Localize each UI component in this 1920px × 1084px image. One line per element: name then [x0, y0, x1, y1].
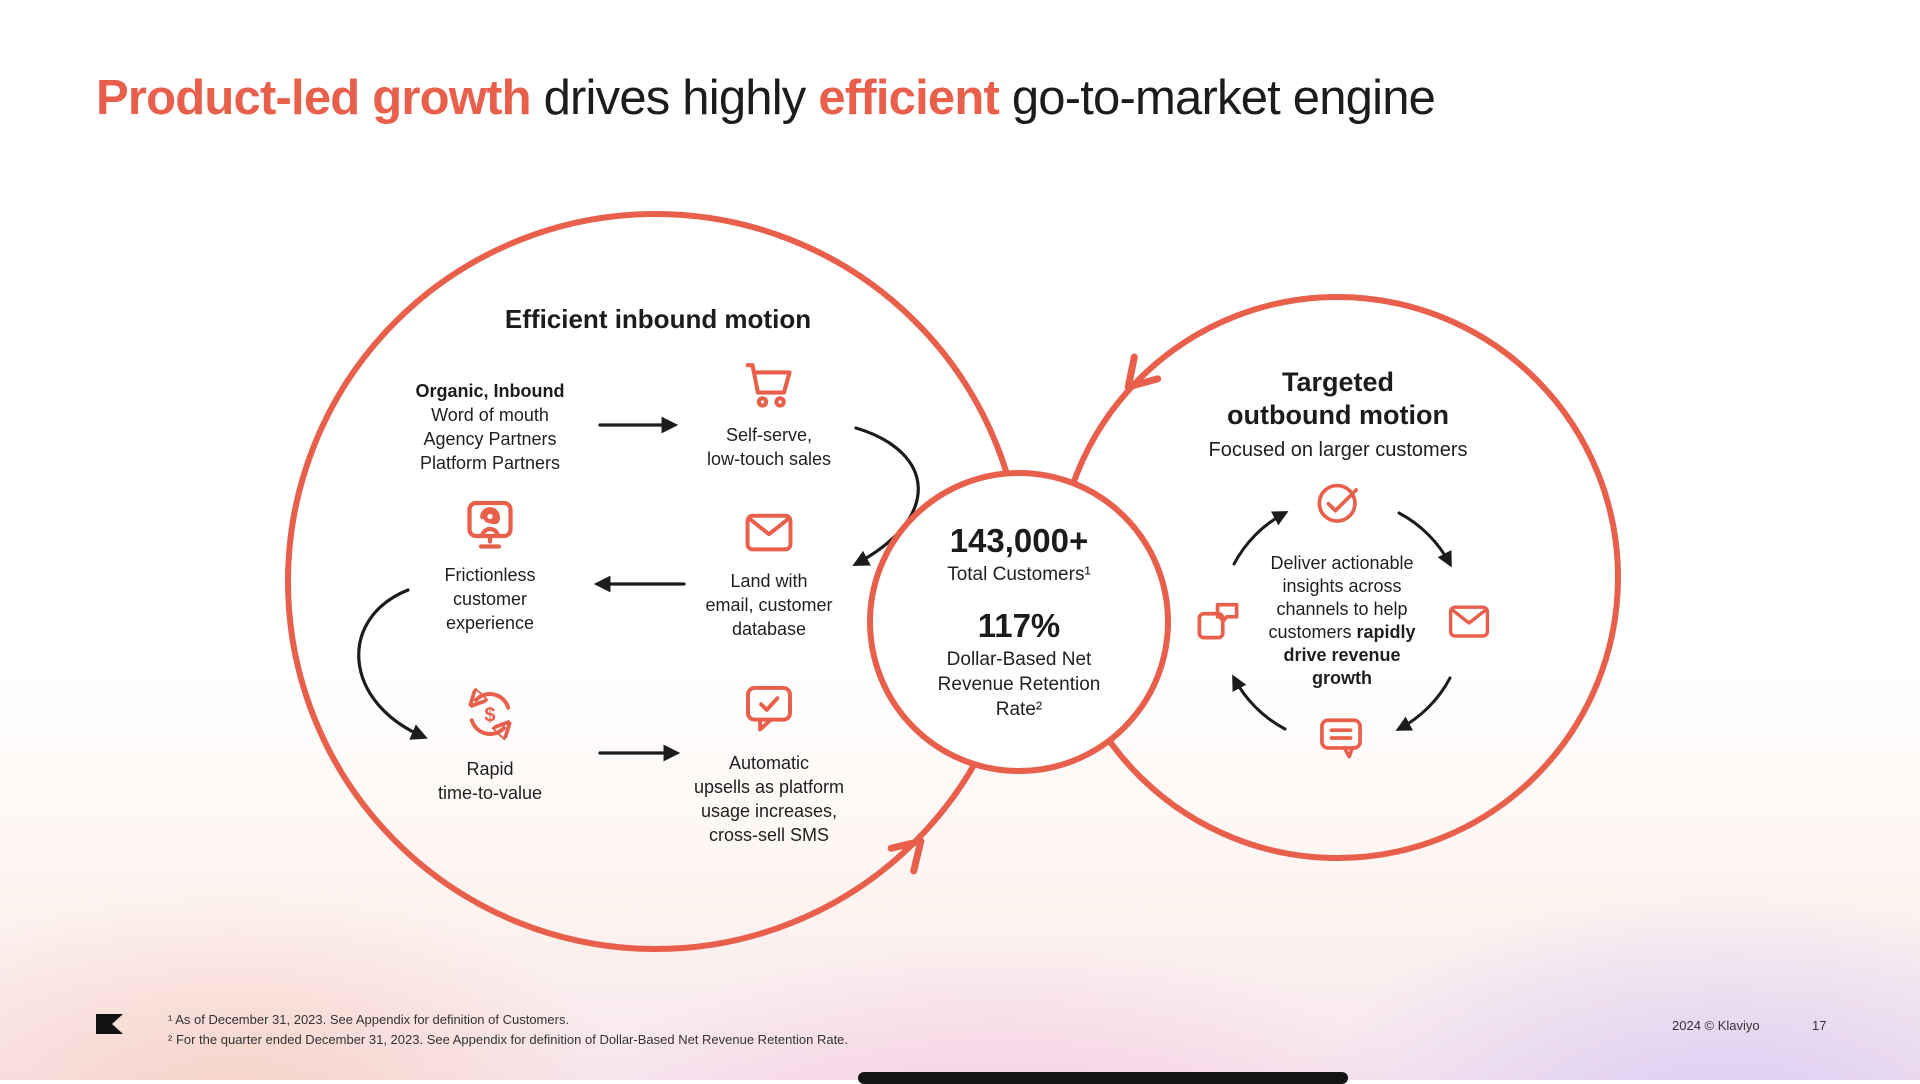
shopping-cart-icon	[659, 357, 879, 415]
outbound-title: Targeted outbound motion	[1178, 366, 1498, 432]
footnote-2: ² For the quarter ended December 31, 202…	[168, 1030, 848, 1050]
customers-label: Total Customers¹	[947, 563, 1091, 588]
footnotes: ¹ As of December 31, 2023. See Appendix …	[168, 1010, 848, 1049]
self-serve-label: Self-serve, low-touch sales	[659, 424, 879, 472]
land-label: Land with email, customer database	[659, 570, 879, 642]
title-text-2: go-to-market engine	[999, 71, 1435, 125]
outbound-body-text: Deliver actionable insights across chann…	[1234, 552, 1450, 690]
check-circle-icon	[1312, 476, 1364, 533]
self-serve-node: Self-serve, low-touch sales	[659, 357, 879, 472]
upsell-node: Automatic upsells as platform usage incr…	[639, 680, 899, 848]
organic-inbound-lines: Word of mouth Agency Partners Platform P…	[380, 404, 600, 476]
footnote-1: ¹ As of December 31, 2023. See Appendix …	[168, 1010, 848, 1030]
title-text-1: drives highly	[531, 71, 819, 125]
retention-label: Dollar-Based Net Revenue Retention Rate²	[938, 648, 1101, 722]
metrics-circle: 143,000+ Total Customers¹ 117% Dollar-Ba…	[867, 470, 1171, 774]
customers-value: 143,000+	[947, 522, 1091, 560]
frictionless-label: Frictionless customer experience	[390, 564, 590, 636]
organic-inbound-title: Organic, Inbound	[380, 380, 600, 404]
klaviyo-logo-mark-icon	[96, 1014, 123, 1039]
frictionless-node: Frictionless customer experience	[390, 495, 590, 636]
organic-inbound-node: Organic, Inbound Word of mouth Agency Pa…	[380, 380, 600, 476]
support-headset-icon	[390, 495, 590, 555]
copyright: 2024 © Klaviyo	[1672, 1018, 1760, 1033]
envelope-icon	[659, 505, 879, 561]
outbound-heading: Targeted outbound motion Focused on larg…	[1178, 366, 1498, 462]
svg-text:$: $	[484, 704, 495, 726]
bottom-bar	[858, 1072, 1348, 1084]
page-title: Product-led growth drives highly efficie…	[96, 70, 1435, 126]
chat-lines-icon	[1315, 712, 1367, 769]
rapid-node: $ Rapid time-to-value	[390, 686, 590, 806]
land-node: Land with email, customer database	[659, 505, 879, 642]
upsell-label: Automatic upsells as platform usage incr…	[639, 752, 899, 848]
outbound-subheading: Focused on larger customers	[1178, 439, 1498, 462]
envelope-icon-outbound	[1445, 598, 1493, 651]
rapid-label: Rapid time-to-value	[390, 758, 590, 806]
title-accent-2: efficient	[818, 71, 999, 125]
chat-check-icon	[639, 680, 899, 736]
page-number: 17	[1812, 1018, 1826, 1033]
inbound-heading: Efficient inbound motion	[448, 304, 868, 335]
retention-value: 117%	[938, 607, 1101, 645]
customers-stat: 143,000+ Total Customers¹	[947, 522, 1091, 588]
title-accent-1: Product-led growth	[96, 71, 531, 125]
refresh-dollar-icon: $	[390, 686, 590, 742]
announcement-icon	[1192, 596, 1244, 653]
retention-stat: 117% Dollar-Based Net Revenue Retention …	[938, 607, 1101, 722]
